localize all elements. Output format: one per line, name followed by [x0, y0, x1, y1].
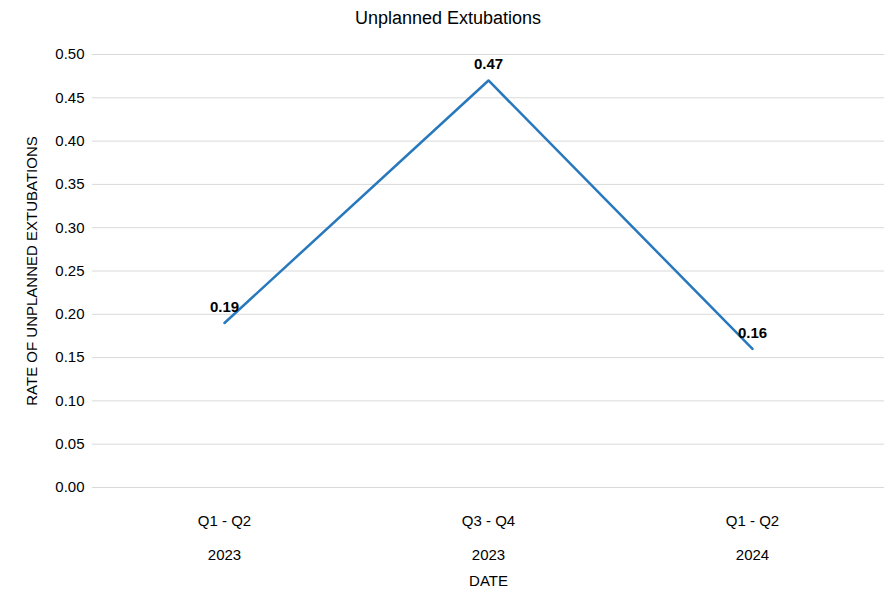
svg-text:0.35: 0.35 — [55, 175, 84, 192]
svg-text:0.05: 0.05 — [55, 435, 84, 452]
svg-text:0.15: 0.15 — [55, 348, 84, 365]
svg-text:Q1 - Q22024: Q1 - Q22024 — [726, 512, 779, 564]
svg-text:0.45: 0.45 — [55, 89, 84, 106]
svg-text:0.47: 0.47 — [474, 55, 503, 72]
svg-text:Q3 - Q42023: Q3 - Q42023 — [462, 512, 515, 564]
svg-text:0.19: 0.19 — [210, 298, 239, 315]
svg-text:0.16: 0.16 — [738, 324, 767, 341]
svg-text:0.10: 0.10 — [55, 392, 84, 409]
svg-text:0.50: 0.50 — [55, 45, 84, 62]
svg-text:0.40: 0.40 — [55, 132, 84, 149]
svg-text:RATE OF UNPLANNED EXTUBATIONS: RATE OF UNPLANNED EXTUBATIONS — [23, 136, 40, 405]
html-text:Unplanned Extubations: Unplanned Extubations — [354, 8, 542, 28]
svg-text:Q1 - Q22023: Q1 - Q22023 — [198, 512, 251, 564]
svg-text:0.20: 0.20 — [55, 305, 84, 322]
svg-text:0.00: 0.00 — [55, 478, 84, 495]
svg-text:DATE: DATE — [469, 572, 508, 589]
svg-text:0.30: 0.30 — [55, 219, 84, 236]
svg-text:0.25: 0.25 — [55, 262, 84, 279]
